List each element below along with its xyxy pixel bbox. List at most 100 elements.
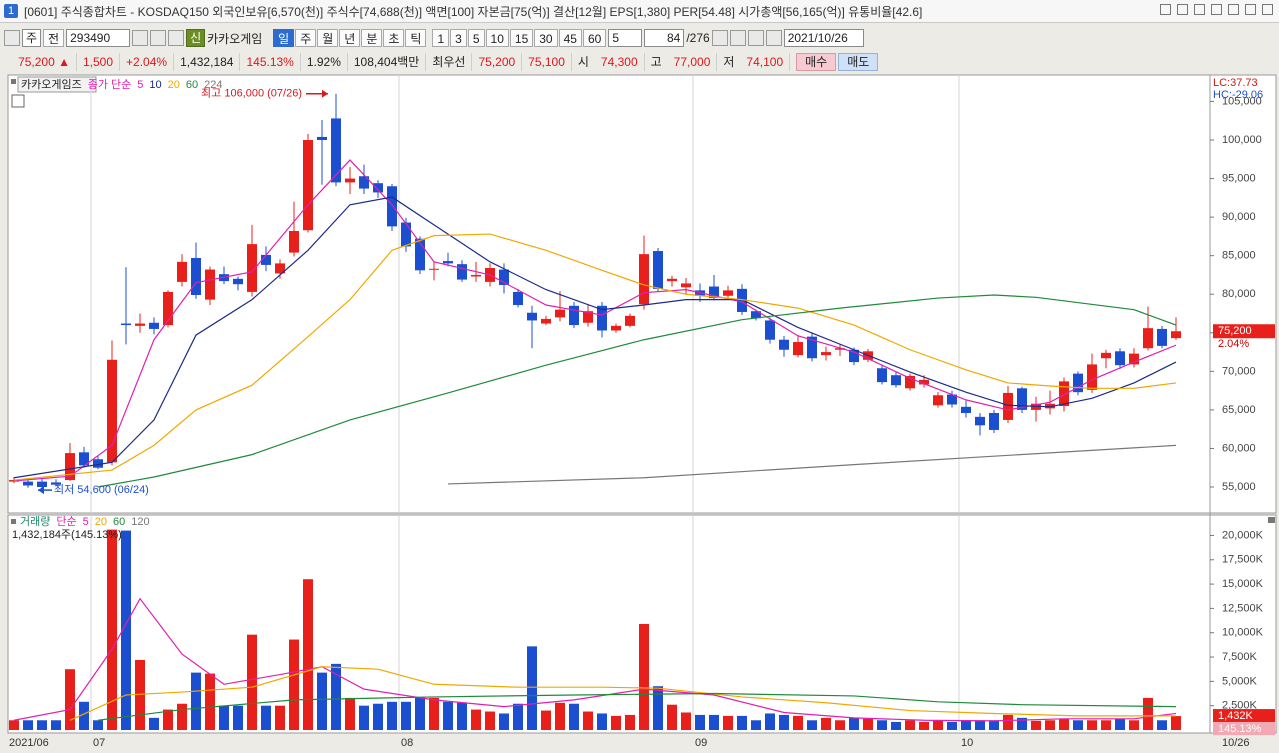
candle-body xyxy=(163,291,173,326)
moving-average xyxy=(13,196,1177,479)
candle-body xyxy=(807,336,817,359)
volume-bar xyxy=(457,702,467,730)
candle-body xyxy=(1003,392,1013,420)
candle-body xyxy=(779,339,789,350)
volume-bar xyxy=(65,669,75,730)
code-input[interactable]: 293490 xyxy=(66,29,131,47)
toolbar-button[interactable]: 주 xyxy=(295,29,317,47)
volume-bar xyxy=(331,663,341,730)
y-tick-label: 60,000 xyxy=(1222,442,1256,454)
toolbar-button[interactable]: 1 xyxy=(432,29,450,47)
interval-select[interactable]: 5 xyxy=(608,29,643,47)
stock-name: 카카오게임 xyxy=(207,31,263,46)
toolbar-button[interactable]: 3 xyxy=(450,29,467,47)
scope-button[interactable]: 전 xyxy=(43,29,65,47)
candle-body xyxy=(289,230,299,253)
panel-icon[interactable] xyxy=(1268,517,1275,523)
x-tick-label: 2021/06 xyxy=(9,737,49,749)
volume-bar xyxy=(583,711,593,730)
last-price: 75,200 xyxy=(1218,325,1252,337)
quote-change: 1,500 xyxy=(77,53,121,71)
toolbar-button[interactable]: 60 xyxy=(582,29,607,47)
sell-button[interactable]: 매도 xyxy=(838,53,879,71)
window-button[interactable] xyxy=(1194,4,1205,15)
last-ratio: 145.13% xyxy=(1218,723,1262,735)
volume-bar xyxy=(807,720,817,730)
last-price-box xyxy=(1213,324,1275,339)
toolbar-button[interactable]: 15 xyxy=(509,29,534,47)
legend-entry: 20 xyxy=(95,516,107,528)
volume-bar xyxy=(177,703,187,730)
nav-icon[interactable] xyxy=(168,30,185,46)
sound-icon[interactable] xyxy=(150,30,167,46)
quote-bid: 75,100 xyxy=(522,53,572,71)
volume-bar xyxy=(107,529,117,730)
toolbar-button[interactable]: 10 xyxy=(485,29,509,47)
candle-body xyxy=(303,140,313,231)
toolbar-button[interactable]: 분 xyxy=(361,29,383,47)
save-icon[interactable] xyxy=(747,30,764,46)
candle-body xyxy=(135,323,145,326)
toolbar-button[interactable]: 일 xyxy=(273,29,295,47)
candle-body xyxy=(625,315,635,326)
toolbar-button[interactable]: 5 xyxy=(467,29,485,47)
window-button[interactable] xyxy=(1262,4,1273,15)
volume-bar xyxy=(611,715,621,730)
volume-bar xyxy=(653,686,663,730)
window-button[interactable] xyxy=(1228,4,1239,15)
volume-bar xyxy=(765,713,775,730)
volume-bar xyxy=(555,702,565,730)
moving-average xyxy=(69,666,1176,721)
volume-bar xyxy=(93,720,103,730)
y-tick-label: 80,000 xyxy=(1222,288,1256,300)
candle-body xyxy=(415,238,425,271)
window-button[interactable] xyxy=(1177,4,1188,15)
candle-body xyxy=(597,305,607,331)
volume-bar xyxy=(485,711,495,730)
candle-body xyxy=(1073,373,1083,393)
volume-bar xyxy=(9,720,19,730)
volume-bar xyxy=(1017,717,1027,730)
candle-body xyxy=(275,263,285,274)
y-tick-label: 12,500K xyxy=(1222,602,1264,614)
tool-icon[interactable] xyxy=(711,30,728,46)
toolbar-button[interactable]: 초 xyxy=(383,29,405,47)
y-tick-label: 90,000 xyxy=(1222,211,1256,223)
volume-bar xyxy=(695,714,705,730)
toolbar-button[interactable]: 30 xyxy=(534,29,558,47)
search-icon[interactable] xyxy=(132,30,149,46)
volume-bar xyxy=(723,715,733,730)
quote-change-rate: +2.04% xyxy=(120,53,175,71)
candle-body xyxy=(51,482,61,485)
volume-bar xyxy=(1073,720,1083,730)
tool-icon[interactable] xyxy=(729,30,746,46)
volume-bar xyxy=(975,720,985,730)
y-tick-label: 65,000 xyxy=(1222,404,1256,416)
toolbar-button[interactable]: 년 xyxy=(339,29,361,47)
volume-bar xyxy=(79,701,89,730)
volume-bar xyxy=(289,639,299,730)
count-input[interactable]: 84 xyxy=(644,29,685,47)
window-button[interactable] xyxy=(1211,4,1222,15)
volume-bar xyxy=(471,709,481,730)
window-button[interactable] xyxy=(1245,4,1256,15)
buy-button[interactable]: 매수 xyxy=(796,53,837,71)
volume-bar xyxy=(37,720,47,730)
toolbar-button[interactable]: 월 xyxy=(317,29,339,47)
candle-body xyxy=(989,412,999,430)
settings-icon[interactable] xyxy=(765,30,782,46)
window-button[interactable] xyxy=(1160,4,1171,15)
period-type[interactable]: 주 xyxy=(22,29,42,47)
toolbar-button[interactable]: 틱 xyxy=(405,29,427,47)
table-icon[interactable] xyxy=(11,94,25,108)
volume-bar xyxy=(1101,720,1111,730)
volume-bar xyxy=(443,701,453,730)
date-input[interactable]: 2021/10/26 xyxy=(783,29,864,47)
volume-bar xyxy=(219,705,229,730)
menu-icon[interactable] xyxy=(4,30,20,46)
candle-body xyxy=(919,379,929,385)
toolbar-button[interactable]: 45 xyxy=(558,29,582,47)
volume-bar xyxy=(513,703,523,730)
moving-average xyxy=(97,294,1177,488)
